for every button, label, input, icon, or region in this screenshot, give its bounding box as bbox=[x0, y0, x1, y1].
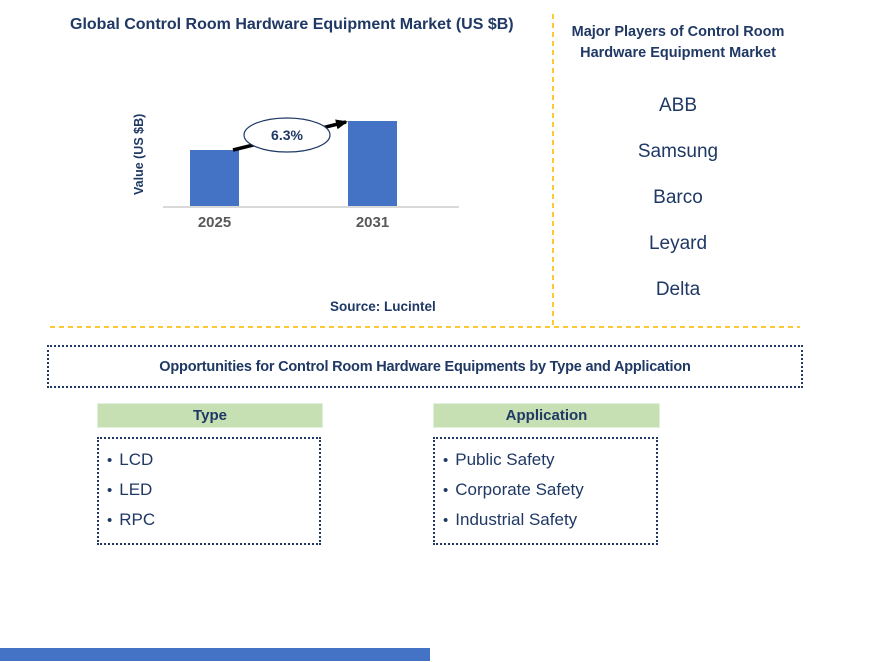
bullet-icon: • bbox=[107, 451, 113, 469]
growth-annotation: 6.3% bbox=[232, 117, 348, 153]
player-item-barco: Barco bbox=[653, 187, 703, 208]
player-item-leyard: Leyard bbox=[648, 233, 708, 254]
growth-label: 6.3% bbox=[271, 127, 303, 143]
opportunities-banner: Opportunities for Control Room Hardware … bbox=[47, 345, 803, 388]
bullet-icon: • bbox=[107, 511, 113, 529]
bar-2031 bbox=[348, 121, 397, 207]
vertical-dashed-divider bbox=[552, 14, 554, 328]
chart-title: Global Control Room Hardware Equipment M… bbox=[70, 16, 514, 33]
application-item-label: Corporate Safety bbox=[455, 480, 584, 499]
source-label: Source: Lucintel bbox=[330, 299, 436, 314]
player-item-abb: ABB bbox=[658, 95, 698, 116]
x-tick-2031: 2031 bbox=[355, 214, 390, 231]
type-item-led: • LED bbox=[107, 475, 319, 505]
type-item-label: LED bbox=[119, 480, 153, 499]
application-item-public-safety: • Public Safety bbox=[443, 445, 656, 475]
major-players-title: Major Players of Control Room Hardware E… bbox=[571, 24, 785, 61]
type-item-lcd: • LCD bbox=[107, 445, 319, 475]
type-item-label: LCD bbox=[119, 450, 154, 469]
player-item-samsung: Samsung bbox=[637, 141, 719, 162]
application-item-label: Public Safety bbox=[455, 450, 555, 469]
type-item-label: RPC bbox=[119, 510, 156, 529]
application-item-corporate-safety: • Corporate Safety bbox=[443, 475, 656, 505]
growth-ellipse bbox=[243, 117, 331, 153]
bullet-icon: • bbox=[443, 481, 449, 499]
bar-2025 bbox=[190, 150, 239, 207]
y-axis-label: Value (US $B) bbox=[132, 113, 146, 195]
application-header: Application bbox=[433, 403, 660, 428]
bullet-icon: • bbox=[107, 481, 113, 499]
x-tick-2025: 2025 bbox=[197, 214, 232, 231]
application-list-box: • Public Safety • Corporate Safety • Ind… bbox=[433, 437, 658, 545]
type-item-rpc: • RPC bbox=[107, 505, 319, 535]
application-item-label: Industrial Safety bbox=[455, 510, 578, 529]
horizontal-dashed-divider bbox=[50, 326, 800, 328]
type-header: Type bbox=[97, 403, 323, 428]
footer-brand-bar bbox=[0, 648, 430, 661]
player-item-delta: Delta bbox=[655, 279, 701, 300]
major-players-list: ABB Samsung Barco Leyard Delta bbox=[556, 95, 800, 301]
x-axis-line bbox=[163, 206, 459, 208]
opportunities-title: Opportunities for Control Room Hardware … bbox=[159, 358, 691, 375]
bullet-icon: • bbox=[443, 451, 449, 469]
type-list-box: • LCD • LED • RPC bbox=[97, 437, 321, 545]
application-item-industrial-safety: • Industrial Safety bbox=[443, 505, 656, 535]
bullet-icon: • bbox=[443, 511, 449, 529]
